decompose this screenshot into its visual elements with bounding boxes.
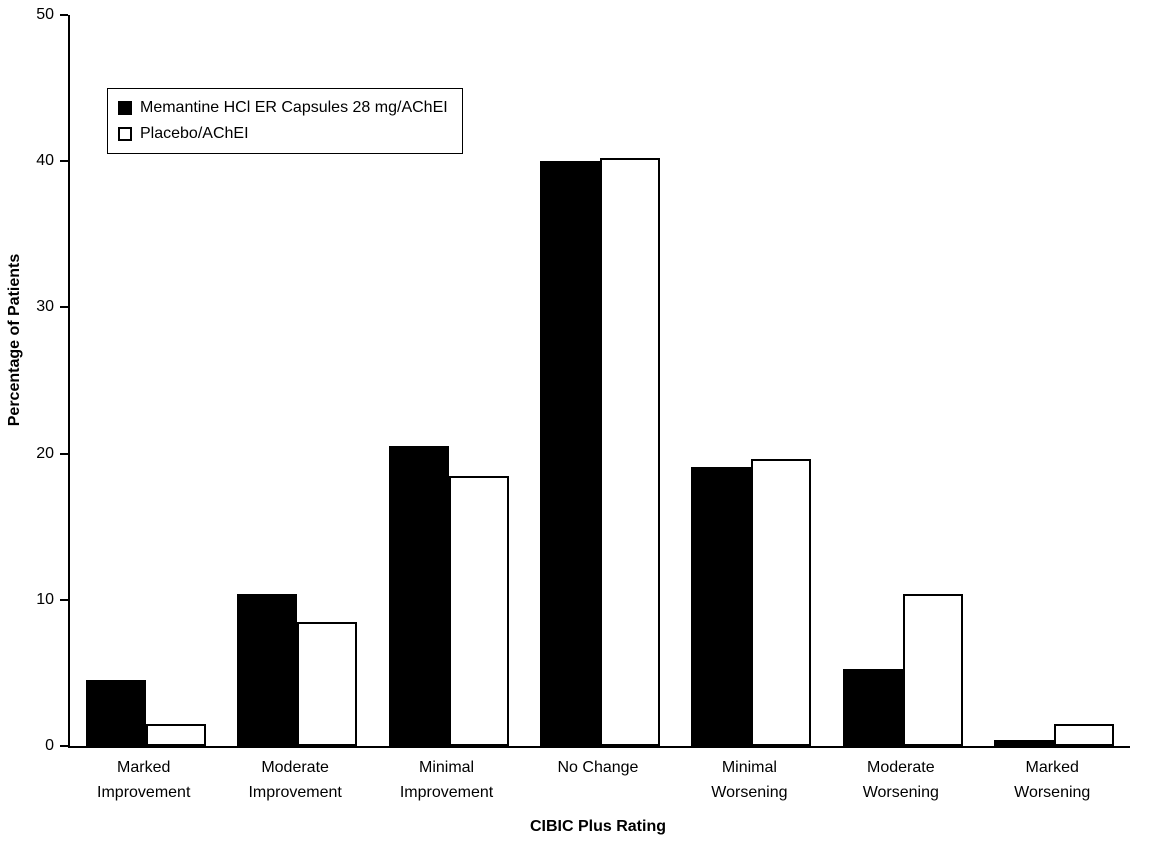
legend-item: Memantine HCl ER Capsules 28 mg/AChEI [118,99,448,117]
x-category-label: Moderate Worsening [862,759,939,801]
bar-group [70,15,221,746]
bar-memantine [539,161,600,746]
bar-group [676,15,827,746]
legend-label-memantine: Memantine HCl ER Capsules 28 mg/AChEI [140,99,448,116]
legend-swatch-memantine [118,101,132,115]
y-tick-label: 50 [36,6,54,23]
y-tick-label: 30 [36,298,54,316]
x-category-label: Minimal Worsening [711,759,788,801]
bar-group [827,15,978,746]
bars-row [70,15,1130,746]
legend-swatch-placebo [118,127,132,141]
bar-memantine [237,593,298,746]
y-tick-mark [60,14,68,16]
legend-label-placebo: Placebo/AChEI [140,125,249,142]
y-tick-label: 40 [36,152,54,170]
bar-group [524,15,675,746]
bar-memantine [691,466,752,746]
bar-placebo [751,459,812,746]
bar-group [221,15,372,746]
x-category-label: Marked Improvement [97,759,191,801]
x-category-label: Moderate Improvement [248,759,342,801]
bar-memantine [85,680,146,746]
y-tick-label: 0 [45,737,54,754]
y-tick-mark [60,306,68,309]
bar-placebo [145,724,206,746]
bar-group [979,15,1130,746]
plot-area: Memantine HCl ER Capsules 28 mg/AChEI Pl… [36,7,1130,754]
y-tick-mark [60,160,68,163]
y-tick-mark [60,452,68,455]
bar-placebo [902,593,963,746]
y-tick-label: 10 [36,590,54,608]
x-axis-labels: Marked Improvement Moderate Improvement Mi… [68,756,1128,806]
x-axis-title: CIBIC Plus Rating [529,818,666,835]
bar-memantine [842,668,903,746]
bar-placebo [599,158,660,746]
bar-placebo [297,621,358,746]
x-category-label: Minimal Improvement [399,759,494,801]
x-category-label: Marked Worsening [1014,759,1091,801]
bar-placebo [448,475,509,746]
y-tick-label: 20 [36,444,54,462]
y-tick-mark [60,745,68,747]
y-tick-mark [60,598,68,601]
bar-group [373,15,524,746]
bar-memantine [994,740,1055,746]
legend: Memantine HCl ER Capsules 28 mg/AChEI Pl… [107,88,463,154]
bar-memantine [388,446,449,746]
legend-item: Placebo/AChEI [118,125,448,143]
x-category-label: No Change [557,759,639,776]
bar-placebo [1054,724,1115,746]
